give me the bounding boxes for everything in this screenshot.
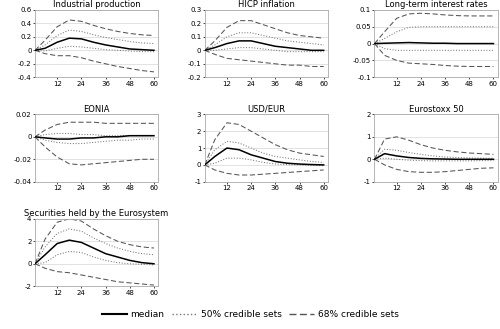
Title: HICP inflation: HICP inflation <box>238 0 294 9</box>
Title: Eurostoxx 50: Eurostoxx 50 <box>408 105 464 114</box>
Title: Securities held by the Eurosystem: Securities held by the Eurosystem <box>24 209 169 218</box>
Title: USD/EUR: USD/EUR <box>247 105 285 114</box>
Title: Industrial production: Industrial production <box>52 0 141 9</box>
Legend: median, 50% credible sets, 68% credible sets: median, 50% credible sets, 68% credible … <box>98 307 402 323</box>
Title: EONIA: EONIA <box>84 105 110 114</box>
Title: Long-term interest rates: Long-term interest rates <box>384 0 488 9</box>
